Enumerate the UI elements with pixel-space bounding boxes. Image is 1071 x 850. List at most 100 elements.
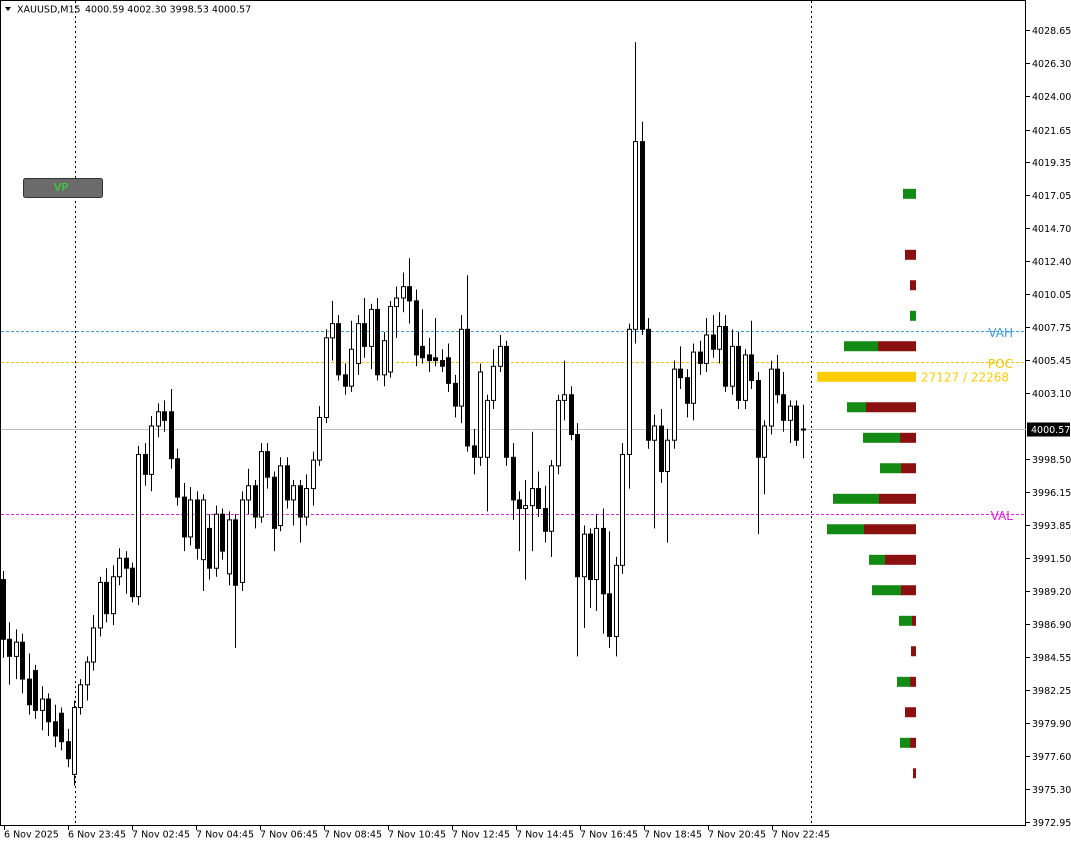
vp-button-label[interactable]: VP bbox=[54, 181, 69, 194]
candle-body bbox=[582, 533, 587, 578]
candle-body bbox=[491, 365, 496, 401]
vp-buy-bar bbox=[817, 371, 872, 382]
plot-area bbox=[0, 0, 1026, 826]
x-tick-label: 7 Nov 12:45 bbox=[452, 830, 510, 841]
y-tick-label: 4019.35 bbox=[1032, 158, 1071, 169]
candle-body bbox=[536, 488, 541, 509]
y-tick-label: 4003.10 bbox=[1032, 389, 1071, 400]
vp-button[interactable] bbox=[23, 178, 103, 198]
candle-body bbox=[717, 325, 722, 350]
vp-sell-bar bbox=[912, 615, 916, 626]
candle-body bbox=[388, 306, 393, 373]
y-tick-label: 3989.20 bbox=[1032, 587, 1071, 598]
menu-arrow[interactable] bbox=[5, 7, 11, 11]
candle-body bbox=[324, 337, 329, 418]
candle-body bbox=[220, 513, 225, 552]
x-tick-label: 7 Nov 18:45 bbox=[644, 830, 702, 841]
candle-body bbox=[543, 507, 548, 532]
y-tick-label: 4024.00 bbox=[1032, 92, 1071, 103]
plot: VAH POC VAL 27127 / 22268 bbox=[1, 42, 1026, 786]
candle-body bbox=[214, 513, 219, 569]
candle-body bbox=[240, 499, 245, 583]
vp-sell-bar bbox=[879, 493, 916, 504]
candle-body bbox=[601, 527, 606, 595]
x-tick-label: 7 Nov 02:45 bbox=[132, 830, 190, 841]
vp-buy-bar bbox=[880, 463, 901, 474]
candle-body bbox=[453, 382, 458, 407]
candle-body bbox=[33, 670, 38, 711]
candle-body bbox=[394, 297, 399, 308]
candle-body bbox=[246, 485, 251, 501]
candle-body bbox=[562, 394, 567, 401]
candle-body bbox=[85, 661, 90, 686]
vp-buy-bar bbox=[910, 310, 916, 321]
y-tick-label: 3982.25 bbox=[1032, 686, 1071, 697]
candle-body bbox=[40, 698, 45, 711]
candle-body bbox=[143, 453, 148, 475]
candle-body bbox=[607, 593, 612, 637]
candle-body bbox=[691, 351, 696, 404]
vp-sell-bar bbox=[878, 341, 916, 352]
candle-body bbox=[478, 371, 483, 458]
vp-buy-bar bbox=[827, 524, 864, 535]
candle-body bbox=[336, 323, 341, 376]
x-tick-label: 7 Nov 16:45 bbox=[580, 830, 638, 841]
vp-sell-bar bbox=[910, 737, 916, 748]
candle-body bbox=[420, 345, 425, 359]
candle-body bbox=[465, 328, 470, 447]
candle-body bbox=[794, 405, 799, 441]
candle-body bbox=[382, 340, 387, 376]
candle-body bbox=[59, 712, 64, 743]
candle-body bbox=[788, 405, 793, 421]
x-tick-label: 7 Nov 04:45 bbox=[196, 830, 254, 841]
candle-body bbox=[711, 334, 716, 350]
candle-body bbox=[730, 345, 735, 387]
candle-body bbox=[291, 485, 296, 501]
candle-body bbox=[149, 425, 154, 475]
candle-body bbox=[156, 411, 161, 427]
candle-body bbox=[72, 707, 77, 775]
candle-body bbox=[1, 579, 6, 640]
vp-sell-bar bbox=[910, 280, 916, 291]
candle-body bbox=[549, 465, 554, 532]
candle-body bbox=[272, 476, 277, 529]
candle-body bbox=[285, 465, 290, 501]
candle-body bbox=[775, 368, 780, 396]
current-price-box bbox=[1027, 422, 1070, 437]
candle-body bbox=[498, 345, 503, 367]
candle-body bbox=[20, 641, 25, 680]
candle-body bbox=[253, 485, 258, 518]
candle-body bbox=[640, 141, 645, 330]
level-label: POC bbox=[988, 357, 1013, 371]
vp-sell-bar bbox=[900, 432, 916, 443]
x-tick-label: 6 Nov 2025 bbox=[4, 830, 59, 841]
candle-body bbox=[304, 488, 309, 518]
candle-body bbox=[801, 428, 806, 431]
candle-body bbox=[517, 499, 522, 509]
vp-buy-bar bbox=[899, 615, 912, 626]
candle-body bbox=[311, 459, 316, 490]
vp-sell-bar bbox=[901, 585, 916, 596]
candle-body bbox=[440, 360, 445, 367]
vp-buy-bar bbox=[903, 188, 916, 199]
candle-body bbox=[343, 374, 348, 387]
vp-sell-bar bbox=[901, 463, 916, 474]
y-tick-label: 4021.65 bbox=[1032, 126, 1071, 137]
vp-buy-bar bbox=[869, 554, 885, 565]
symbol: XAUUSD,M15 bbox=[17, 5, 81, 16]
candle-body bbox=[330, 323, 335, 339]
candle-body bbox=[188, 499, 193, 538]
y-tick-label: 3979.90 bbox=[1032, 719, 1071, 730]
vp-sell-bar bbox=[905, 707, 916, 718]
candle-body bbox=[588, 533, 593, 581]
candle-body bbox=[459, 328, 464, 407]
y-tick-label: 4005.45 bbox=[1032, 356, 1071, 367]
candle-body bbox=[756, 380, 761, 458]
candle-body bbox=[7, 638, 12, 657]
candle-body bbox=[665, 439, 670, 473]
x-tick-label: 7 Nov 20:45 bbox=[708, 830, 766, 841]
candle-body bbox=[259, 451, 264, 518]
candle-body bbox=[672, 368, 677, 441]
current-price-label: 4000.57 bbox=[1031, 425, 1070, 436]
